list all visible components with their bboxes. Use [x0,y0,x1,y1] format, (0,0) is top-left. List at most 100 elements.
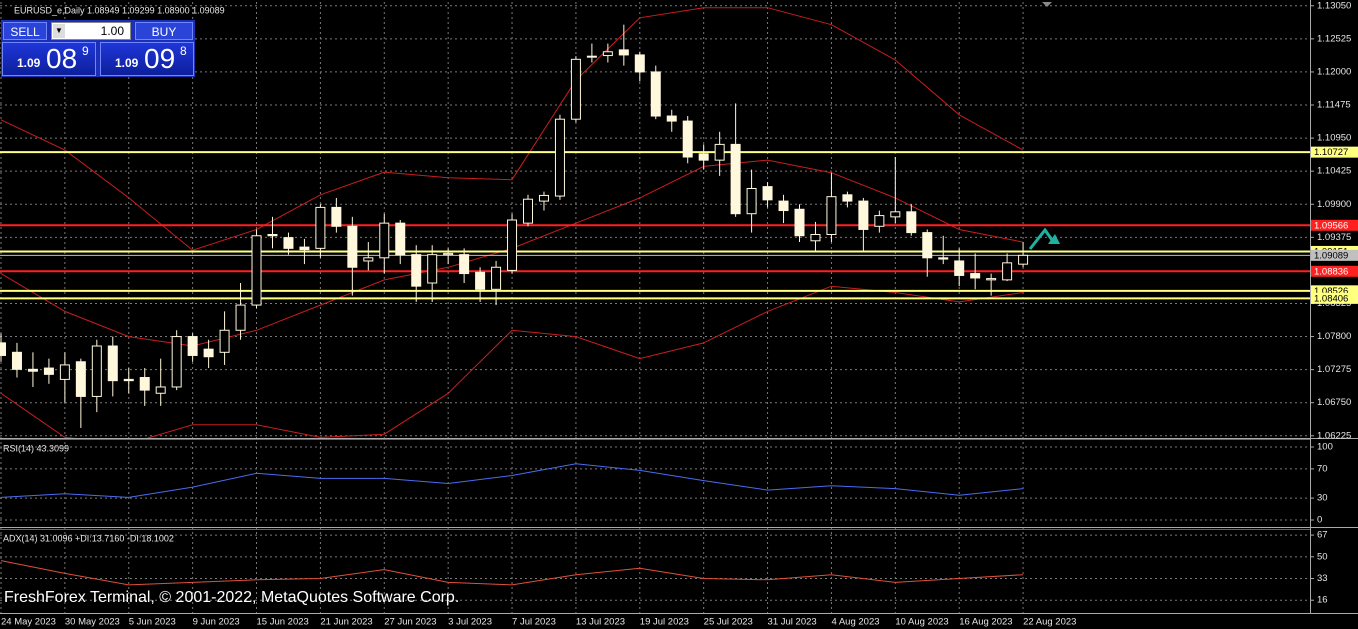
candle-body [139,377,150,391]
candle-body [938,257,949,260]
y-tick-label: 1.06750 [1317,397,1351,408]
y-tick-label: 1.09375 [1317,232,1351,243]
ask-sup: 8 [180,44,187,58]
candle-body [1002,262,1013,281]
x-tick-label: 30 May 2023 [65,617,120,628]
y-tick-label: 30 [1317,493,1328,504]
y-tick-label: 1.12525 [1317,33,1351,44]
candle-body [730,143,741,215]
y-tick-label: 33 [1317,573,1328,584]
x-tick-label: 19 Jul 2023 [640,617,689,628]
y-tick-label: 1.11475 [1317,100,1351,111]
candle-body [1018,254,1029,265]
y-tick-label: 1.07275 [1317,364,1351,375]
x-tick-label: 16 Aug 2023 [959,617,1012,628]
candle-body [219,329,230,353]
candle-body [379,222,390,259]
x-tick-label: 24 May 2023 [1,617,56,628]
indicator-line [0,463,1024,498]
watermark: FreshForex Terminal, © 2001-2022, MetaQu… [4,589,459,606]
y-tick-label: 50 [1317,551,1328,562]
candle-body [586,55,597,58]
indicator-line [0,560,1024,586]
y-tick-label: 1.09900 [1317,199,1351,210]
candle-body [746,187,757,215]
candle-body [890,211,901,218]
x-tick-label: 3 Jul 2023 [448,617,492,628]
level-tag [1311,292,1358,304]
candle-body [491,266,502,290]
candle-body [906,211,917,234]
candle-body [602,51,613,57]
rsi-title: RSI(14) 43.3099 [3,443,69,453]
candle-body [762,186,773,201]
candle-body [475,271,486,290]
candle-body [618,49,629,56]
x-tick-label: 7 Jul 2023 [512,617,556,628]
level-tag [1311,285,1358,297]
candle-body [27,368,38,372]
candle-body [826,196,837,235]
level-label: 1.10727 [1314,147,1348,158]
candle-body [203,348,214,358]
trade-panel: SELL 1.00 ▼ BUY 1.09 08 9 1.09 09 8 [1,20,195,77]
lot-input[interactable]: 1.00 [51,22,131,40]
candle-body [810,233,821,242]
y-tick-label: 1.07800 [1317,331,1351,342]
chart-title: EURUSD_e,Daily 1.08949 1.09299 1.08900 1… [14,5,225,15]
ask-tile[interactable]: 1.09 09 8 [100,42,194,76]
level-label: 1.08406 [1314,293,1348,304]
forecast-arrow-head [1048,234,1060,244]
y-tick-label: 1.12000 [1317,66,1351,77]
candle-body [171,336,182,388]
candle-body [794,208,805,237]
y-tick-label: 70 [1317,463,1328,474]
x-tick-label: 25 Jul 2023 [704,617,753,628]
y-tick-label: 16 [1317,595,1328,606]
candle-body [634,54,645,73]
candle-body [11,351,22,370]
candle-body [299,246,310,251]
candle-body [123,378,134,382]
lot-dropdown[interactable]: ▼ [53,24,65,38]
candle-body [235,304,246,331]
candle-body [283,237,294,249]
candle-body [43,367,54,375]
candle-body [507,219,518,271]
candle-body [570,58,581,120]
x-tick-label: 15 Jun 2023 [257,617,309,628]
candle-body [554,118,565,197]
candle-body [251,235,262,306]
sell-button[interactable]: SELL [3,22,47,40]
x-tick-label: 22 Aug 2023 [1023,617,1076,628]
x-tick-label: 21 Jun 2023 [320,617,372,628]
candle-body [858,200,869,230]
bid-tile[interactable]: 1.09 08 9 [2,42,96,76]
candle-body [682,120,693,158]
candle-body [411,254,422,287]
x-tick-label: 13 Jul 2023 [576,617,625,628]
candle-body [187,336,198,356]
x-tick-label: 31 Jul 2023 [768,617,817,628]
candle-body [363,257,374,262]
level-label: 1.09089 [1314,250,1348,261]
candle-body [427,254,438,284]
candle-body [91,345,102,397]
candle-body [523,198,534,224]
y-tick-label: 1.13050 [1317,0,1351,11]
candle-body [0,342,6,356]
candle-body [315,206,326,249]
candle-body [331,206,342,227]
candle-body [970,273,981,279]
candle-body [954,260,965,276]
forecast-arrow [1028,227,1054,250]
candle-body [459,254,470,275]
ask-big: 09 [144,43,176,74]
band-line [0,7,1024,251]
x-tick-label: 5 Jun 2023 [129,617,176,628]
bid-big: 08 [46,43,78,74]
buy-button[interactable]: BUY [135,22,193,40]
y-tick-label: 1.10950 [1317,133,1351,144]
